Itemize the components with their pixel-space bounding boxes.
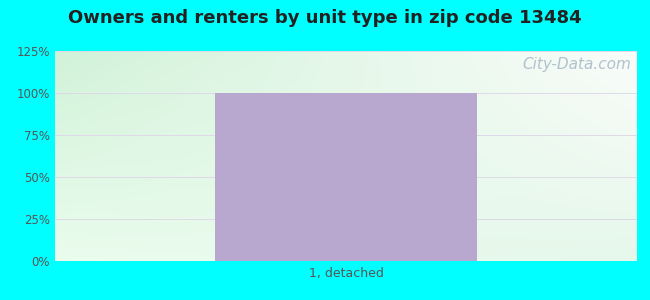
Text: Owners and renters by unit type in zip code 13484: Owners and renters by unit type in zip c… xyxy=(68,9,582,27)
Bar xyxy=(215,93,477,261)
Text: City-Data.com: City-Data.com xyxy=(523,57,631,72)
